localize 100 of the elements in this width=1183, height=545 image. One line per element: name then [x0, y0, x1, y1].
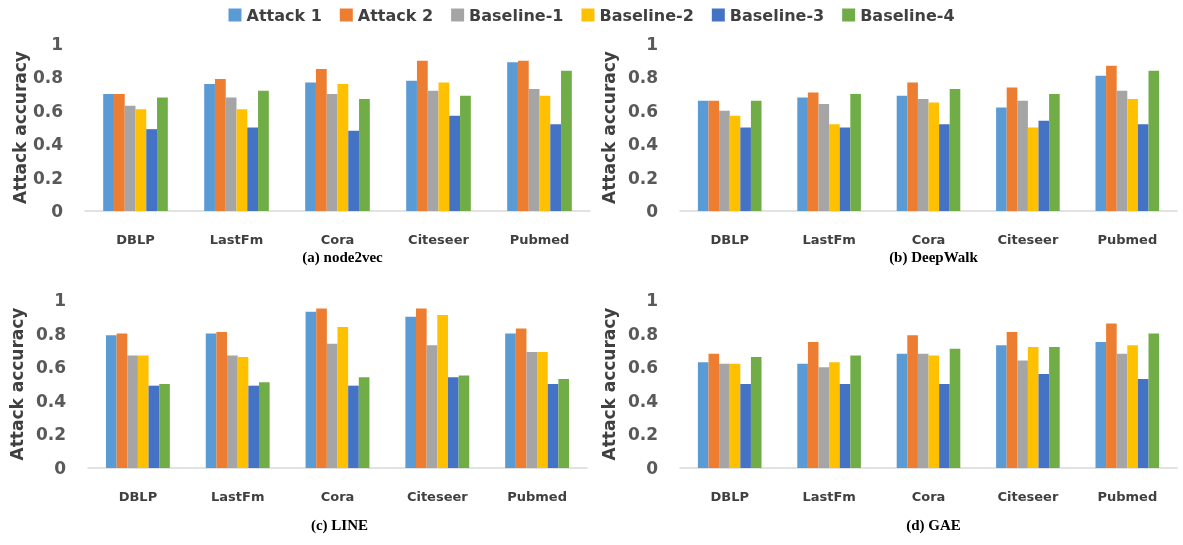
- bar: [146, 129, 158, 211]
- bar: [214, 79, 226, 211]
- bar: [326, 94, 338, 211]
- bar: [124, 105, 136, 211]
- y-axis-title: Attack accuracy: [598, 307, 619, 461]
- bar: [337, 326, 349, 468]
- y-tick-label: 0.8: [627, 323, 659, 344]
- y-tick-label: 0.4: [627, 390, 659, 411]
- bar: [157, 97, 168, 211]
- bar: [1038, 120, 1050, 211]
- x-tick-label: Pubmed: [507, 489, 567, 504]
- y-tick-label: 1: [51, 34, 63, 54]
- bar: [939, 124, 950, 211]
- bar: [515, 328, 527, 468]
- bar: [708, 100, 720, 211]
- bar: [348, 130, 360, 211]
- bar: [740, 384, 751, 468]
- bar: [449, 115, 461, 211]
- x-tick-label: DBLP: [710, 232, 749, 247]
- bar: [458, 375, 470, 468]
- bar: [1148, 333, 1160, 468]
- bar: [896, 353, 908, 468]
- bar: [829, 124, 840, 211]
- bar: [237, 357, 249, 468]
- bar: [1006, 331, 1018, 468]
- bar: [1148, 70, 1160, 211]
- bar: [326, 343, 338, 468]
- y-tick-label: 1: [646, 34, 659, 54]
- bar: [358, 377, 370, 468]
- bar: [406, 80, 417, 211]
- legend-label: Attack 2: [357, 5, 434, 25]
- bar: [315, 69, 327, 211]
- legend-label: Attack 1: [246, 5, 322, 25]
- legend-label: Baseline-1: [469, 5, 564, 25]
- bar: [797, 97, 808, 211]
- bar: [460, 95, 471, 211]
- bar: [305, 311, 317, 468]
- bar: [148, 385, 160, 468]
- x-tick-label: LastFm: [209, 232, 264, 247]
- x-tick-label: Cora: [911, 232, 946, 247]
- bar: [416, 60, 428, 211]
- bar: [539, 95, 551, 211]
- bar: [996, 107, 1007, 211]
- bar: [348, 385, 359, 468]
- bar: [719, 363, 730, 468]
- y-tick-label: 0: [646, 458, 659, 478]
- bar: [949, 89, 961, 211]
- bar: [105, 335, 117, 468]
- bar: [103, 94, 114, 211]
- bar: [113, 94, 125, 211]
- text: (c) LINE: [310, 516, 369, 534]
- x-tick-label: LastFm: [802, 232, 856, 247]
- x-tick-label: Citeseer: [997, 232, 1059, 247]
- legend-label: Baseline-4: [860, 5, 955, 25]
- bar: [740, 127, 751, 211]
- bar: [1027, 347, 1039, 468]
- bar: [917, 99, 929, 211]
- bar: [1116, 353, 1128, 468]
- bar: [996, 345, 1007, 468]
- bar: [116, 333, 128, 468]
- bar: [305, 82, 316, 211]
- y-tick-label: 0.8: [627, 67, 659, 88]
- bar: [917, 353, 929, 468]
- x-tick-label: LastFm: [802, 489, 856, 504]
- bar: [1127, 99, 1138, 211]
- bar: [159, 384, 170, 468]
- bar: [135, 109, 147, 211]
- y-tick-label: 0: [54, 458, 67, 478]
- bar: [437, 315, 448, 468]
- bar: [729, 115, 741, 211]
- bar: [528, 89, 540, 211]
- x-tick-label: Pubmed: [509, 232, 570, 247]
- bar: [225, 97, 237, 211]
- bar: [505, 333, 516, 468]
- y-tick-label: 0.4: [35, 390, 67, 411]
- x-tick-label: Cora: [911, 489, 946, 504]
- bar: [697, 100, 709, 211]
- bar: [1017, 100, 1028, 211]
- y-tick-label: 0: [51, 201, 64, 221]
- bar: [137, 355, 149, 468]
- bar: [697, 362, 709, 468]
- bar: [928, 355, 940, 468]
- bar: [427, 90, 439, 211]
- bar: [558, 378, 570, 468]
- bar: [939, 384, 950, 468]
- bar: [438, 82, 450, 211]
- bar: [907, 335, 918, 468]
- bar: [1137, 124, 1149, 211]
- bar: [416, 308, 427, 468]
- x-tick-label: DBLP: [118, 489, 158, 504]
- y-axis-title: Attack accuracy: [598, 51, 619, 204]
- x-tick-label: Pubmed: [1097, 489, 1158, 504]
- bar: [426, 345, 438, 468]
- legend-label: Baseline-2: [599, 5, 694, 25]
- y-tick-label: 0.8: [35, 323, 67, 344]
- bar: [949, 348, 961, 468]
- y-axis-title: Attack accuracy: [10, 51, 31, 204]
- bar: [807, 342, 819, 468]
- bar: [850, 94, 861, 211]
- text: (a) node2vec: [302, 248, 384, 266]
